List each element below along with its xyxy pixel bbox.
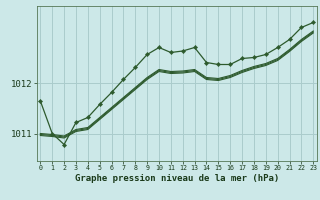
- X-axis label: Graphe pression niveau de la mer (hPa): Graphe pression niveau de la mer (hPa): [75, 174, 279, 183]
